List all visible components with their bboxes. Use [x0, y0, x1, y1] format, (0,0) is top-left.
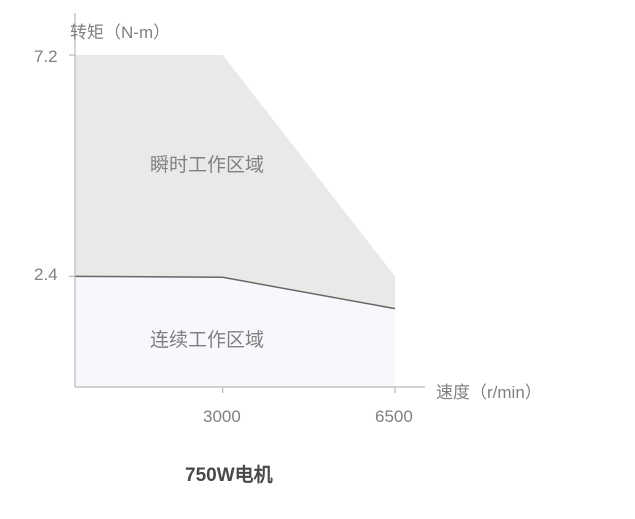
region-instant: [75, 55, 395, 309]
ytick-7-2: 7.2: [34, 47, 58, 67]
chart-svg: [0, 0, 635, 519]
y-axis-label: 转矩（N-m）: [70, 18, 170, 43]
region-label-instant: 瞬时工作区域: [150, 150, 264, 177]
chart-caption: 750W电机: [185, 460, 273, 487]
xtick-6500: 6500: [375, 407, 413, 427]
torque-speed-chart: 转矩（N-m） 速度（r/min） 7.2 2.4 3000 6500 瞬时工作…: [0, 0, 635, 519]
x-axis-label: 速度（r/min）: [436, 378, 542, 403]
xtick-3000: 3000: [203, 407, 241, 427]
ytick-2-4: 2.4: [34, 265, 58, 285]
region-label-continuous: 连续工作区域: [150, 325, 264, 352]
